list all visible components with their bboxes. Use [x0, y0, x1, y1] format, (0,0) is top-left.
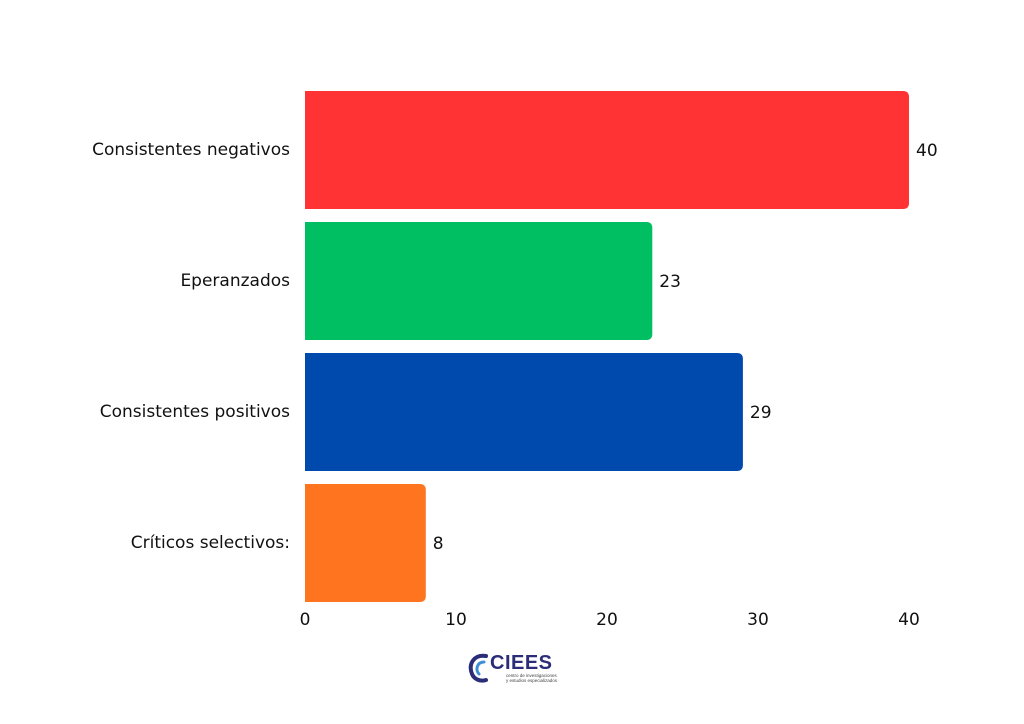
logo-name: CIEES — [490, 652, 553, 674]
x-tick-label-0: 0 — [300, 610, 311, 630]
x-tick-label-30: 30 — [747, 610, 769, 630]
bars-group — [305, 91, 909, 602]
logo-swirl-icon — [468, 653, 488, 683]
bar-consistentes-positivos — [305, 353, 743, 471]
category-label-eperanzados: Eperanzados — [180, 271, 290, 291]
x-tick-label-10: 10 — [445, 610, 467, 630]
value-label-consistentes-positivos: 29 — [750, 403, 772, 423]
category-label-consistentes-negativos: Consistentes negativos — [92, 140, 290, 160]
logo-subtitle-line1: centro de investigaciones — [506, 673, 557, 678]
bar-eperanzados — [305, 222, 653, 340]
category-labels: Consistentes negativos Eperanzados Consist… — [92, 140, 290, 553]
category-label-criticos-selectivos: Críticos selectivos: — [131, 533, 290, 553]
value-label-eperanzados: 23 — [659, 272, 681, 292]
category-label-consistentes-positivos: Consistentes positivos — [100, 402, 290, 422]
bar-criticos-selectivos — [305, 484, 426, 602]
x-tick-label-20: 20 — [596, 610, 618, 630]
x-tick-label-40: 40 — [898, 610, 920, 630]
x-axis-ticks: 0 10 20 30 40 — [300, 610, 920, 630]
value-label-consistentes-negativos: 40 — [916, 141, 938, 161]
bar-consistentes-negativos — [305, 91, 909, 209]
ciees-logo: CIEES centro de investigaciones y estudi… — [468, 652, 568, 688]
value-labels: 40 23 29 8 — [433, 141, 938, 554]
logo-subtitle: centro de investigaciones y estudios esp… — [506, 673, 576, 683]
logo-subtitle-line2: y estudios especializados — [506, 678, 558, 683]
value-label-criticos-selectivos: 8 — [433, 534, 444, 554]
